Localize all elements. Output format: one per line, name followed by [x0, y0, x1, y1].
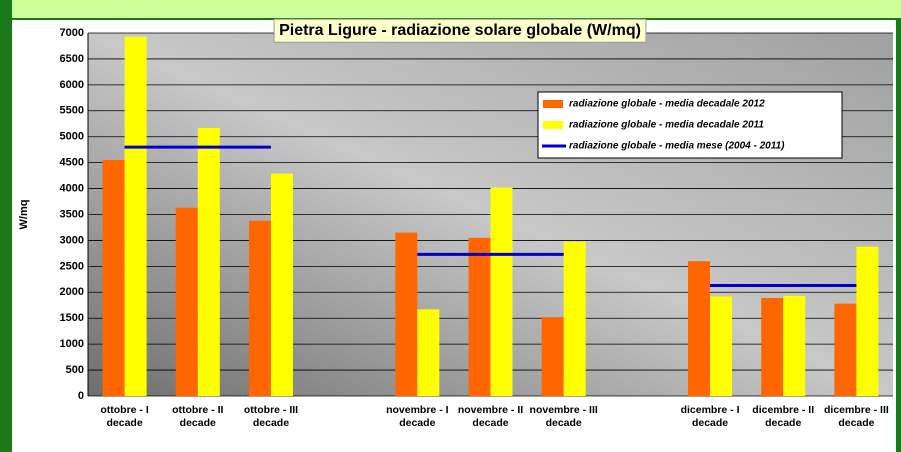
y-tick-label: 2000 [60, 286, 84, 298]
x-tick-label: dicembre - III decade [824, 404, 889, 429]
y-tick-label: 1500 [60, 312, 84, 324]
right-border [896, 18, 901, 452]
bar [248, 220, 271, 396]
bar [563, 241, 586, 396]
line [124, 145, 857, 288]
y-tick-label: 0 [78, 390, 84, 402]
y-tick-label: 3000 [60, 234, 84, 246]
y-tick-label: 5000 [60, 131, 84, 143]
x-tick-label: ottobre - III decade [243, 404, 299, 429]
chart-title: Pietra Ligure - radiazione solare global… [279, 22, 641, 39]
bar [124, 36, 147, 396]
y-tick-label: 4500 [60, 157, 84, 169]
x-tick-label: dicembre - II decade [752, 404, 815, 429]
top-strip [0, 0, 901, 18]
bar [490, 187, 513, 396]
x-tick-label: novembre - III decade [529, 404, 598, 429]
y-tick-label: 6000 [60, 79, 84, 91]
y-axis-label: W/mq [18, 200, 30, 230]
legend-label: radiazione globale - media mese (2004 - … [569, 141, 785, 152]
x-tick-label: novembre - I decade [386, 404, 449, 429]
bar [175, 207, 198, 396]
x-tick-label: novembre - II decade [457, 404, 524, 429]
bar [856, 246, 879, 396]
title-box [273, 18, 647, 43]
y-tick-label: 500 [66, 364, 84, 376]
bar [270, 173, 293, 396]
y-tick-label: 5500 [60, 105, 84, 117]
bar [417, 309, 440, 396]
bar [102, 160, 125, 396]
y-tick-label: 3500 [60, 208, 84, 220]
bar [761, 297, 784, 396]
bar [541, 317, 564, 396]
x-tick-label: ottobre - II decade [172, 404, 224, 429]
left-border [0, 0, 12, 452]
legend-label: radiazione globale - media decadale 2012 [569, 99, 765, 110]
legend-swatch [543, 121, 563, 129]
bar [395, 232, 418, 396]
y-tick-label: 4000 [60, 182, 84, 194]
bar [710, 296, 733, 396]
y-tick-label: 2500 [60, 260, 84, 272]
legend-label: radiazione globale - media decadale 2011 [569, 120, 764, 131]
bar [688, 261, 711, 396]
y-tick-label: 1000 [60, 338, 84, 350]
bar [197, 127, 220, 397]
bar [468, 237, 491, 396]
y-tick-label: 6500 [60, 53, 84, 65]
legend-box [537, 91, 843, 159]
x-tick-label: dicembre - I decade [680, 404, 740, 429]
legend-swatch [543, 100, 563, 108]
y-tick-label: 7000 [60, 27, 84, 39]
bar [783, 295, 806, 396]
x-tick-label: ottobre - I decade [100, 404, 149, 429]
bar [834, 303, 857, 396]
